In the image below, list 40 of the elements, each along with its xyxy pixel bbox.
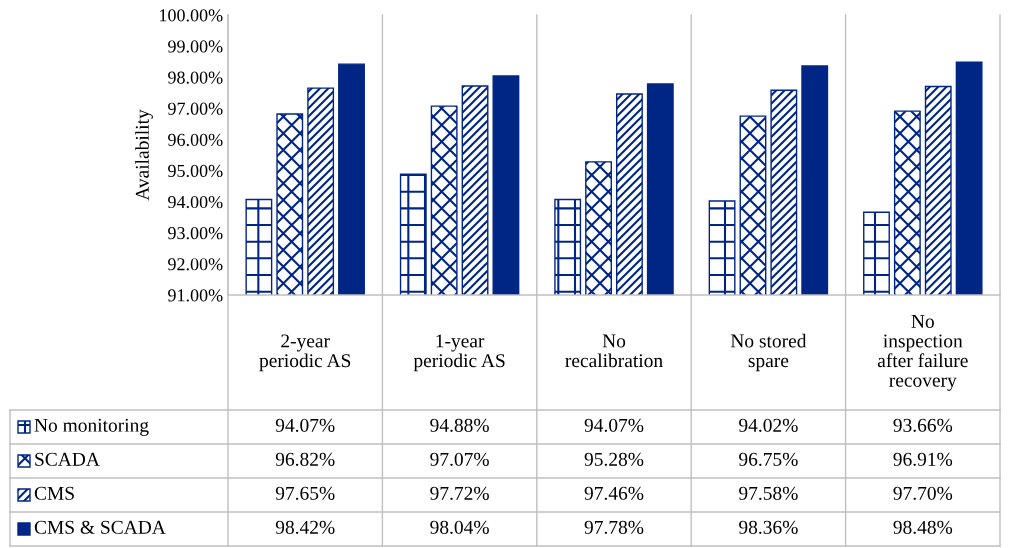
- y-tick-label: 91.00%: [168, 289, 223, 302]
- y-tick-label: 92.00%: [168, 258, 223, 271]
- y-tick-label: 97.00%: [168, 102, 223, 115]
- y-tick-label: 99.00%: [168, 40, 223, 53]
- legend-label: CMS: [34, 486, 74, 500]
- data-label: 98.04%: [430, 520, 489, 534]
- data-label: 95.28%: [584, 452, 644, 466]
- data-label: 97.70%: [893, 486, 953, 500]
- legend-label: SCADA: [35, 452, 100, 466]
- x-tick-label: No inspection after failure recovery: [877, 314, 968, 391]
- y-tick-label: 100.00%: [160, 9, 223, 22]
- legend-label: No monitoring: [34, 418, 149, 436]
- data-label: 97.46%: [584, 486, 644, 500]
- data-label: 94.07%: [584, 418, 644, 432]
- y-axis-title: Availability: [135, 109, 153, 201]
- data-label: 94.88%: [430, 418, 489, 432]
- data-label: 97.65%: [275, 486, 335, 500]
- y-tick-label: 93.00%: [168, 227, 223, 240]
- data-label: 96.82%: [275, 452, 335, 466]
- data-label: 97.07%: [430, 452, 489, 466]
- data-label: 94.07%: [275, 418, 335, 432]
- x-tick-label: No stored spare: [730, 333, 807, 372]
- legend-label: CMS & SCADA: [34, 520, 166, 534]
- data-label: 97.58%: [739, 486, 798, 500]
- y-tick-label: 94.00%: [168, 195, 223, 209]
- x-tick-label: No recalibration: [565, 334, 663, 368]
- data-label: 96.75%: [739, 452, 798, 466]
- data-label: 98.42%: [275, 520, 335, 534]
- y-tick-label: 95.00%: [168, 164, 223, 178]
- data-label: 93.66%: [893, 418, 953, 432]
- data-label: 98.36%: [739, 520, 798, 534]
- y-tick-label: 96.00%: [168, 133, 223, 146]
- x-tick-label: 1-year periodic AS: [413, 334, 505, 372]
- x-tick-label: 2-year periodic AS: [259, 334, 351, 372]
- data-label: 97.78%: [584, 520, 644, 534]
- y-tick-label: 98.00%: [168, 71, 223, 84]
- data-label: 98.48%: [893, 520, 953, 534]
- data-label: 96.91%: [893, 452, 953, 466]
- data-label: 94.02%: [739, 418, 798, 432]
- data-label: 97.72%: [430, 486, 489, 500]
